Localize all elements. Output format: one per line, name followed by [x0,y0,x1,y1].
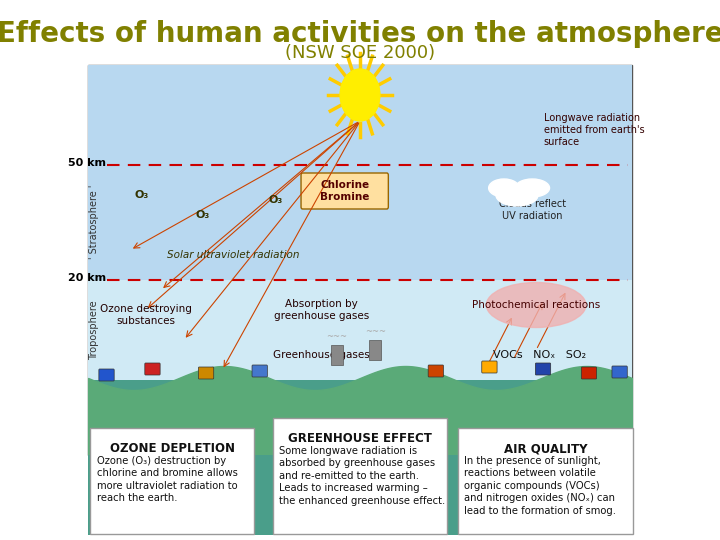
Bar [369,340,382,360]
FancyBboxPatch shape [536,363,551,375]
Text: Some longwave radiation is
absorbed by greenhouse gases
and re-emitted to the ea: Some longwave radiation is absorbed by g… [279,446,445,505]
Text: ~~~: ~~~ [365,327,386,336]
FancyBboxPatch shape [581,367,597,379]
Text: OZONE DEPLETION: OZONE DEPLETION [110,442,235,455]
Text: Troposphere: Troposphere [89,300,99,360]
Text: Clouds reflect
UV radiation: Clouds reflect UV radiation [499,199,566,221]
FancyBboxPatch shape [88,65,632,455]
Text: Photochemical reactions: Photochemical reactions [472,300,600,310]
FancyBboxPatch shape [428,365,444,377]
FancyBboxPatch shape [612,366,627,378]
Text: ' Stratosphere ': ' Stratosphere ' [89,185,99,259]
Circle shape [340,69,380,121]
FancyBboxPatch shape [88,455,632,535]
Text: Chlorine
Bromine: Chlorine Bromine [320,180,369,202]
Text: Greenhouse gases: Greenhouse gases [274,350,370,360]
Text: 50 km: 50 km [68,158,106,168]
FancyBboxPatch shape [99,369,114,381]
Ellipse shape [486,282,586,327]
Ellipse shape [489,179,519,197]
Bar [331,345,343,365]
Text: Ozone (O₃) destruction by
chlorine and bromine allows
more ultraviolet radiation: Ozone (O₃) destruction by chlorine and b… [96,456,238,503]
FancyBboxPatch shape [91,428,254,534]
Text: (NSW SOE 2000): (NSW SOE 2000) [285,44,435,62]
Text: AIR QUALITY: AIR QUALITY [504,442,588,455]
Ellipse shape [496,184,538,206]
Text: O₃: O₃ [196,210,210,220]
FancyBboxPatch shape [199,367,214,379]
FancyBboxPatch shape [145,363,160,375]
Text: 20 km: 20 km [68,273,106,283]
FancyBboxPatch shape [301,173,388,209]
FancyBboxPatch shape [88,280,632,380]
Text: VOCs   NOₓ   SO₂: VOCs NOₓ SO₂ [493,350,587,360]
Text: Effects of human activities on the atmosphere: Effects of human activities on the atmos… [0,20,720,48]
Text: Longwave radiation
emitted from earth's
surface: Longwave radiation emitted from earth's … [544,113,644,146]
Text: Solar ultraviolet radiation: Solar ultraviolet radiation [167,250,300,260]
Text: O₃: O₃ [135,190,149,200]
Text: Absorption by
greenhouse gases: Absorption by greenhouse gases [274,299,369,321]
FancyBboxPatch shape [88,65,632,280]
Text: In the presence of sunlight,
reactions between volatile
organic compounds (VOCs): In the presence of sunlight, reactions b… [464,456,616,516]
Text: Ozone destroying
substances: Ozone destroying substances [99,304,192,326]
FancyBboxPatch shape [482,361,497,373]
FancyBboxPatch shape [252,365,267,377]
Text: O₃: O₃ [269,195,283,205]
Ellipse shape [515,179,549,197]
Text: GREENHOUSE EFFECT: GREENHOUSE EFFECT [288,432,432,445]
FancyBboxPatch shape [458,428,634,534]
FancyBboxPatch shape [273,418,447,534]
Text: ~~~: ~~~ [327,333,348,341]
